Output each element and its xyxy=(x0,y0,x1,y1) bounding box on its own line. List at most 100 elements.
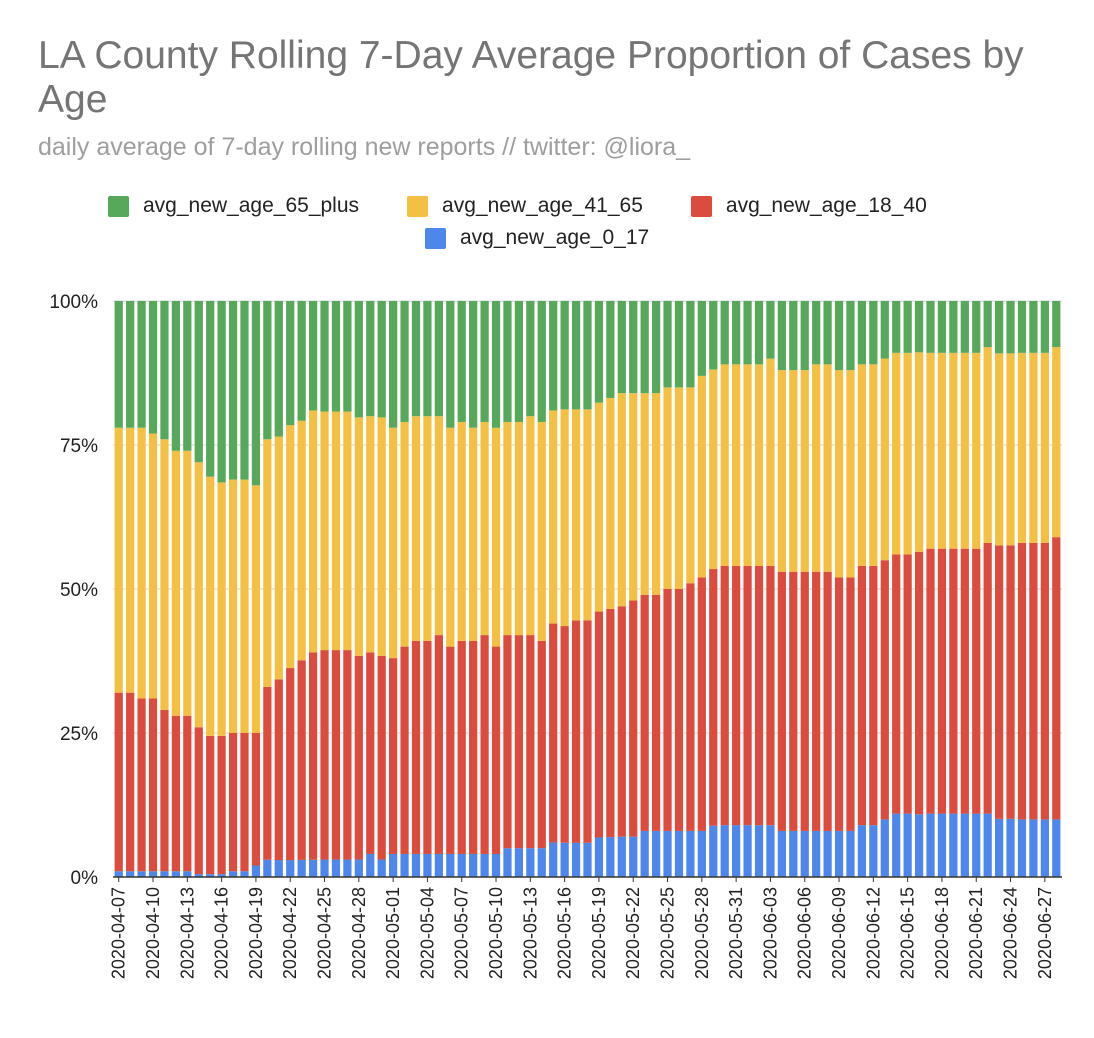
bar-segment-avg-new-age-41-65 xyxy=(709,369,718,570)
bar-segment-avg-new-age-41-65 xyxy=(732,364,741,566)
bar-segment-avg-new-age-41-65 xyxy=(846,370,855,578)
legend-label-18-40: avg_new_age_18_40 xyxy=(725,194,927,217)
bar-segment-avg-new-age-41-65 xyxy=(880,358,889,561)
bar-segment-avg-new-age-18-40 xyxy=(834,577,844,831)
bar-segment-avg-new-age-0-17 xyxy=(446,853,455,877)
bar-segment-avg-new-age-18-40 xyxy=(377,655,386,860)
bar-segment-avg-new-age-0-17 xyxy=(766,825,775,877)
bar-segment-avg-new-age-65-plus xyxy=(411,301,421,417)
bar-segment-avg-new-age-41-65 xyxy=(777,370,786,572)
bar-segment-avg-new-age-18-40 xyxy=(903,554,912,814)
bar-segment-avg-new-age-18-40 xyxy=(183,715,192,872)
bar-segment-avg-new-age-18-40 xyxy=(308,652,318,860)
bar-segment-avg-new-age-0-17 xyxy=(926,813,935,877)
bar-segment-avg-new-age-0-17 xyxy=(800,830,809,877)
bar-segment-avg-new-age-0-17 xyxy=(560,842,569,877)
bar-segment-avg-new-age-41-65 xyxy=(571,409,581,621)
bar-segment-avg-new-age-41-65 xyxy=(331,411,341,651)
bar-segment-avg-new-age-18-40 xyxy=(880,560,889,820)
bar-segment-avg-new-age-0-17 xyxy=(834,830,844,877)
bar-segment-avg-new-age-41-65 xyxy=(286,425,295,669)
bar-segment-avg-new-age-0-17 xyxy=(549,842,558,877)
bar-segment-avg-new-age-41-65 xyxy=(320,411,329,651)
bar-segment-avg-new-age-41-65 xyxy=(491,427,501,647)
bar-segment-avg-new-age-65-plus xyxy=(1052,301,1061,348)
bar-segment-avg-new-age-41-65 xyxy=(400,421,409,647)
bar-segment-avg-new-age-18-40 xyxy=(629,600,638,837)
bar-segment-avg-new-age-41-65 xyxy=(686,387,695,584)
bar-segment-avg-new-age-41-65 xyxy=(446,427,455,647)
bar-segment-avg-new-age-65-plus xyxy=(777,301,786,371)
bar-segment-avg-new-age-41-65 xyxy=(389,427,398,659)
bar-segment-avg-new-age-0-17 xyxy=(114,871,123,877)
bar-segment-avg-new-age-65-plus xyxy=(480,301,489,422)
bar-segment-avg-new-age-41-65 xyxy=(308,410,318,653)
x-tick-label: 2020-06-24 xyxy=(1001,887,1021,979)
bar-segment-avg-new-age-18-40 xyxy=(148,698,158,872)
legend-swatch-0-17 xyxy=(425,227,446,249)
bar-segment-avg-new-age-0-17 xyxy=(377,859,386,877)
bar-segment-avg-new-age-0-17 xyxy=(331,859,341,877)
bar-segment-avg-new-age-41-65 xyxy=(892,352,901,555)
bar-segment-avg-new-age-18-40 xyxy=(995,545,1004,819)
bar-segment-avg-new-age-0-17 xyxy=(389,853,398,877)
bar-segment-avg-new-age-65-plus xyxy=(308,301,318,411)
bar-segment-avg-new-age-41-65 xyxy=(903,352,912,555)
bar-segment-avg-new-age-41-65 xyxy=(640,393,649,595)
bar-segment-avg-new-age-41-65 xyxy=(1017,352,1027,543)
bar-segment-avg-new-age-18-40 xyxy=(754,565,764,826)
bar-segment-avg-new-age-65-plus xyxy=(571,301,581,410)
x-tick-label: 2020-05-13 xyxy=(520,887,540,979)
bar-segment-avg-new-age-65-plus xyxy=(1017,301,1027,353)
x-tick-label: 2020-04-28 xyxy=(349,887,369,979)
chart-subtitle: daily average of 7-day rolling new repor… xyxy=(38,133,691,161)
bar-segment-avg-new-age-18-40 xyxy=(926,548,935,814)
bar-segment-avg-new-age-18-40 xyxy=(766,565,775,826)
bar-segment-avg-new-age-41-65 xyxy=(651,393,661,595)
bar-segment-avg-new-age-65-plus xyxy=(160,301,169,440)
bar-segment-avg-new-age-65-plus xyxy=(297,301,306,421)
bar-segment-avg-new-age-18-40 xyxy=(457,640,466,854)
legend-row-2: avg_new_age_0_17 xyxy=(425,226,649,250)
bar-segment-avg-new-age-65-plus xyxy=(320,301,329,412)
x-tick-label: 2020-05-25 xyxy=(658,887,678,979)
bar-segment-avg-new-age-65-plus xyxy=(526,301,535,417)
bar-segment-avg-new-age-0-17 xyxy=(274,860,283,877)
bar-segment-avg-new-age-65-plus xyxy=(354,301,363,418)
legend-label-0-17: avg_new_age_0_17 xyxy=(460,226,650,249)
bar-segment-avg-new-age-18-40 xyxy=(126,692,135,872)
bar-segment-avg-new-age-0-17 xyxy=(937,813,947,877)
bar-segment-avg-new-age-41-65 xyxy=(1040,352,1049,543)
bar-segment-avg-new-age-41-65 xyxy=(251,485,261,733)
bar-segment-avg-new-age-65-plus xyxy=(457,301,466,422)
bar-segment-avg-new-age-0-17 xyxy=(537,848,546,877)
bar-segment-avg-new-age-0-17 xyxy=(171,871,180,877)
bar-segment-avg-new-age-18-40 xyxy=(663,589,672,831)
legend-swatch-41-65 xyxy=(407,195,429,217)
bar-segment-avg-new-age-65-plus xyxy=(206,301,215,477)
bar-segment-avg-new-age-18-40 xyxy=(514,635,524,849)
bar-segment-avg-new-age-41-65 xyxy=(160,439,169,710)
bar-segment-avg-new-age-41-65 xyxy=(995,353,1004,546)
legend-swatch-65-plus xyxy=(108,195,129,217)
bar-segment-avg-new-age-41-65 xyxy=(274,436,283,680)
x-tick-label: 2020-04-19 xyxy=(246,887,266,979)
y-tick-label: 0% xyxy=(71,868,99,889)
bar-segment-avg-new-age-18-40 xyxy=(549,623,558,843)
bar-segment-avg-new-age-41-65 xyxy=(171,450,180,716)
bar-segment-avg-new-age-65-plus xyxy=(629,301,638,394)
bar-segment-avg-new-age-41-65 xyxy=(972,352,981,549)
bar-segment-avg-new-age-41-65 xyxy=(663,387,672,589)
bar-segment-avg-new-age-0-17 xyxy=(949,813,958,877)
legend-item-18-40: avg_new_age_18_40 xyxy=(690,194,927,218)
y-axis-ticks: 0% 25% 50% 75% 100% xyxy=(49,292,98,889)
bar-segment-avg-new-age-0-17 xyxy=(137,871,146,877)
bar-segment-avg-new-age-0-17 xyxy=(526,848,535,877)
bar-segment-avg-new-age-41-65 xyxy=(137,427,146,699)
bar-segment-avg-new-age-41-65 xyxy=(514,421,524,636)
bar-segment-avg-new-age-65-plus xyxy=(377,301,386,418)
bar-segment-avg-new-age-0-17 xyxy=(743,825,752,877)
bar-segment-avg-new-age-65-plus xyxy=(194,301,203,463)
bar-segment-avg-new-age-41-65 xyxy=(812,364,821,572)
